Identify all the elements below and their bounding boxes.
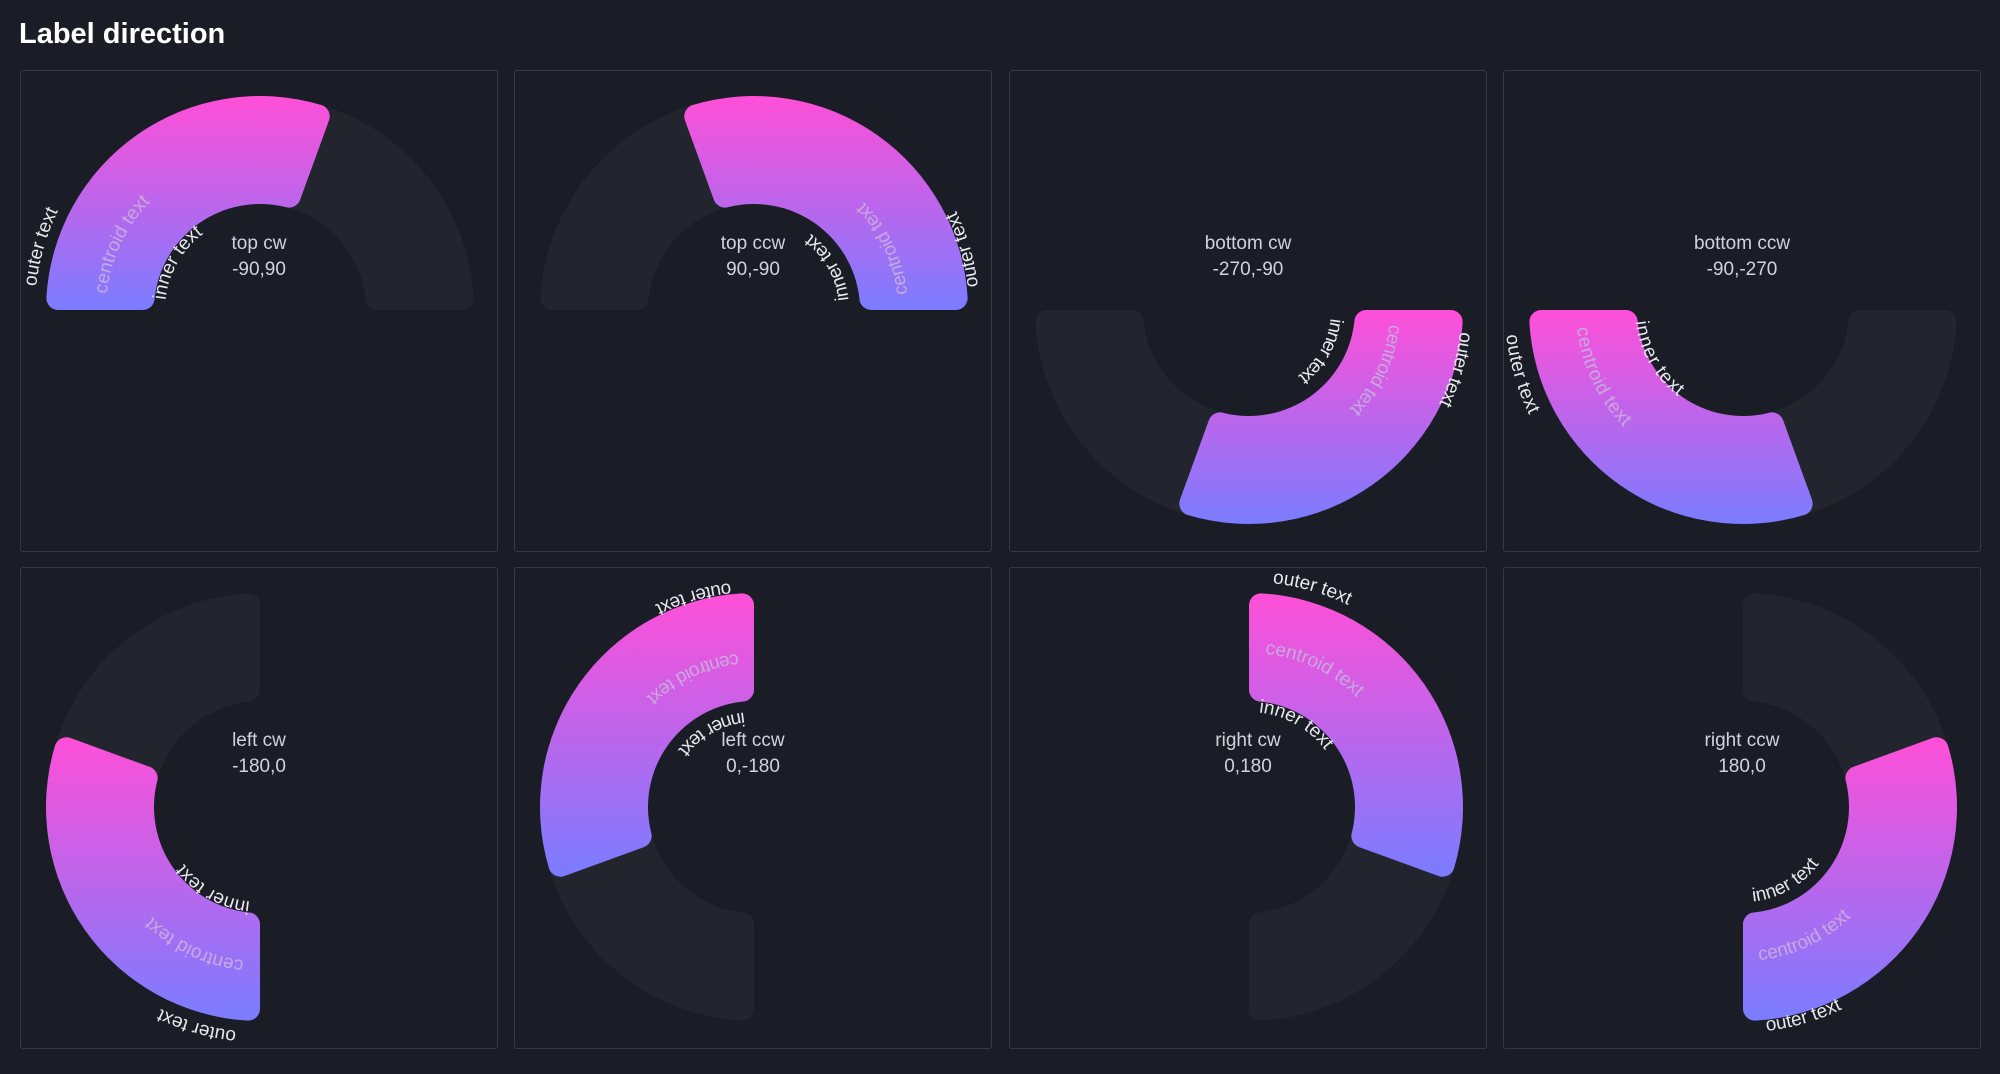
panel-title: bottom ccw [1693, 233, 1791, 254]
page-title: Label direction [19, 18, 226, 50]
arc-segment [540, 593, 755, 877]
arc-segment [1529, 309, 1813, 524]
arc-segment [46, 96, 330, 311]
arc-panel: outer text centroid text inner text top ccw… [514, 70, 992, 552]
panel-title: top ccw [720, 233, 786, 254]
arc-panel: outer text centroid text inner text right c… [1503, 567, 1981, 1049]
arc-segment [46, 737, 261, 1021]
panel-range: -90,90 [232, 259, 286, 280]
arc-segment [1742, 737, 1957, 1021]
arc-segment [1179, 309, 1463, 524]
panel-range: 0,180 [1224, 756, 1272, 777]
panel-range: 0,-180 [726, 756, 780, 777]
arc-segment [684, 96, 968, 311]
panel-range: 90,-90 [726, 259, 780, 280]
arc-panel: outer text centroid text inner text right c… [1009, 567, 1487, 1049]
panel-title: left ccw [721, 730, 785, 751]
arc-panel: outer text centroid text inner text top cw -… [20, 70, 498, 552]
panel-title: right cw [1215, 730, 1281, 751]
panel-title: right ccw [1704, 730, 1780, 751]
panel-title: bottom cw [1204, 233, 1292, 254]
panel-range: -270,-90 [1212, 259, 1284, 280]
arc-panel: outer text centroid text inner text left cw… [20, 567, 498, 1049]
arc-panel: outer text centroid text inner text left cc… [514, 567, 992, 1049]
panel-range: 180,0 [1718, 756, 1766, 777]
panel-range: -90,-270 [1706, 259, 1778, 280]
arc-segment [1248, 593, 1463, 877]
panel-title: left cw [232, 730, 286, 751]
panel-title: top cw [231, 233, 287, 254]
panel-range: -180,0 [232, 756, 286, 777]
